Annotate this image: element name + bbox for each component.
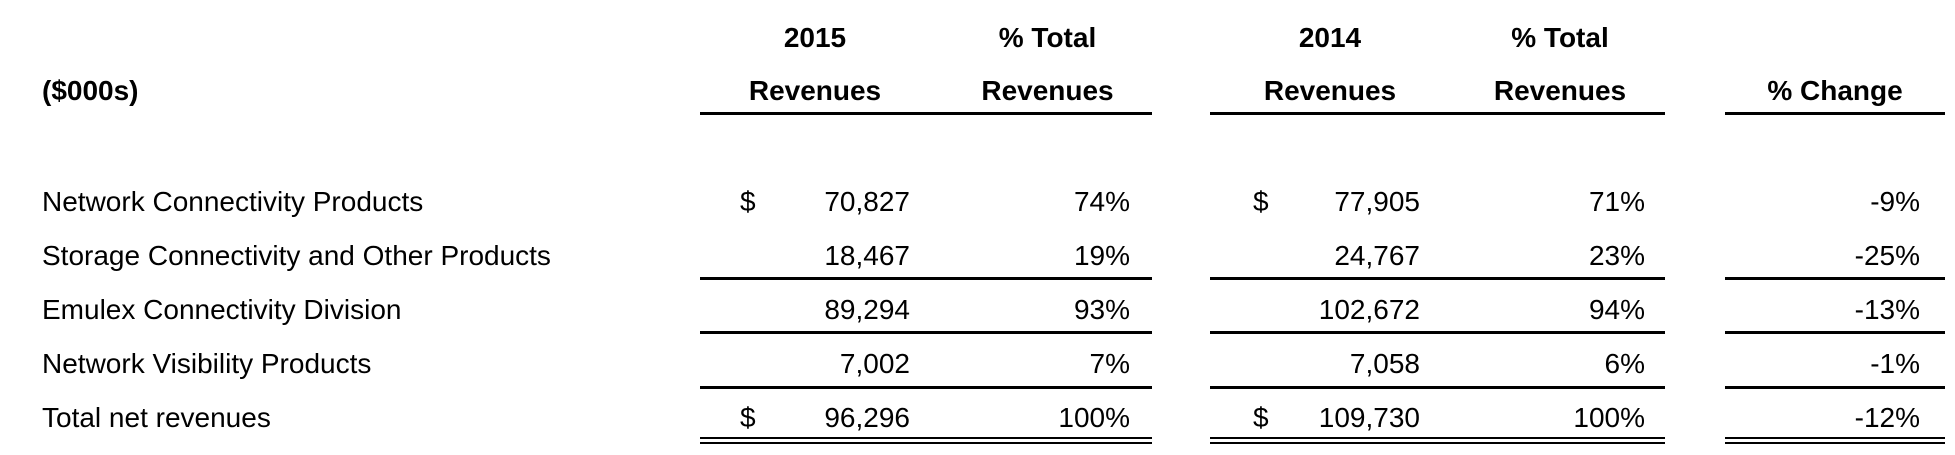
header-pct-total-2015: % Total [998,22,1097,53]
row-label-storage-connectivity: Storage Connectivity and Other Products [42,240,551,271]
header-pct-revenues-2015: Revenues [981,75,1114,106]
header-pct-total-2014: % Total [1511,22,1609,53]
value-change: -25% [1854,240,1920,271]
row-label-network-connectivity: Network Connectivity Products [42,186,424,217]
header-2015-year: 2015 [783,22,847,53]
row-label-network-visibility: Network Visibility Products [42,348,372,379]
header-2014-year: 2014 [1298,22,1362,53]
value-pct-2014: 100% [1573,402,1645,433]
value-pct-2014: 71% [1588,186,1645,217]
value-change: -9% [1870,186,1920,217]
value-2014: 109,730 [1318,402,1420,433]
value-2015: 70,827 [824,186,910,217]
value-pct-2015: 93% [1073,294,1130,325]
value-2014: 24,767 [1334,240,1420,271]
subtotal-rule-2015 [700,277,1152,280]
total-double-rule-2015 [700,437,1152,444]
value-pct-2014: 23% [1588,240,1645,271]
currency-symbol-2014: $ [1253,402,1269,433]
total-double-rule-2014 [1210,437,1665,444]
value-2015: 7,002 [839,348,910,379]
division-rule-change [1725,331,1945,334]
visibility-rule-change [1725,386,1945,389]
division-rule-2014 [1210,331,1665,334]
division-rule-2015 [700,331,1152,334]
header-rule-change [1725,112,1945,115]
row-label-emulex-connectivity-division: Emulex Connectivity Division [42,294,402,325]
value-pct-2015: 7% [1089,348,1130,379]
value-2014: 77,905 [1334,186,1420,217]
unit-label: ($000s) [42,75,139,106]
header-2014-revenues: Revenues [1263,75,1397,106]
value-change: -12% [1854,402,1920,433]
value-pct-2015: 19% [1073,240,1130,271]
header-rule-2014 [1210,112,1665,115]
row-label-total-net-revenues: Total net revenues [42,402,271,433]
value-pct-2015: 74% [1073,186,1130,217]
currency-symbol-2015: $ [740,186,756,217]
value-pct-2014: 94% [1588,294,1645,325]
total-double-rule-change [1725,437,1945,444]
value-2014: 7,058 [1349,348,1420,379]
value-change: -1% [1870,348,1920,379]
visibility-rule-2014 [1210,386,1665,389]
currency-symbol-2015: $ [740,402,756,433]
header-2015-revenues: Revenues [748,75,882,106]
currency-symbol-2014: $ [1253,186,1269,217]
value-2015: 89,294 [824,294,910,325]
value-pct-2015: 100% [1058,402,1130,433]
value-2014: 102,672 [1318,294,1420,325]
visibility-rule-2015 [700,386,1152,389]
value-pct-2014: 6% [1604,348,1645,379]
subtotal-rule-change [1725,277,1945,280]
subtotal-rule-2014 [1210,277,1665,280]
header-pct-revenues-2014: Revenues [1493,75,1627,106]
value-2015: 96,296 [824,402,910,433]
value-2015: 18,467 [824,240,910,271]
value-change: -13% [1854,294,1920,325]
header-rule-2015 [700,112,1152,115]
header-pct-change: % Change [1767,75,1903,106]
